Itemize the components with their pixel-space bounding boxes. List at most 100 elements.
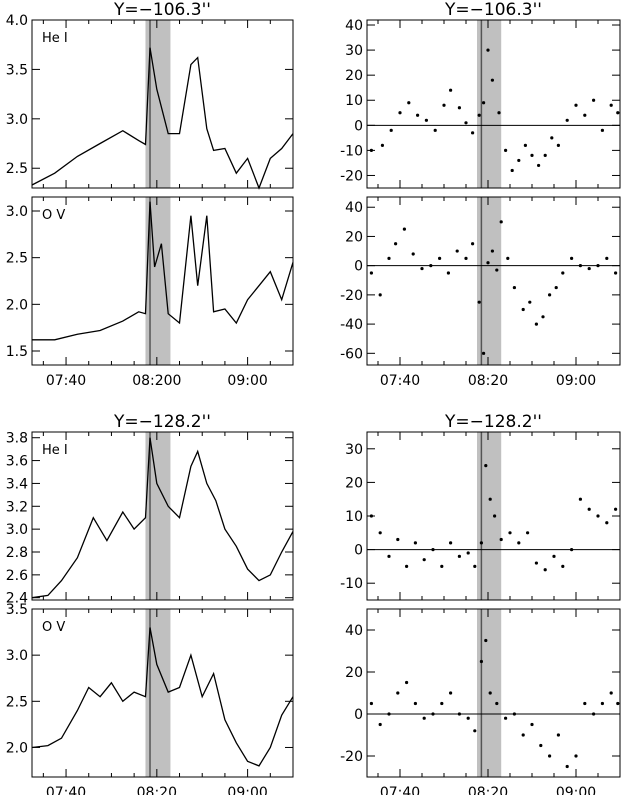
data-point bbox=[482, 351, 486, 355]
data-point bbox=[497, 111, 501, 115]
data-point bbox=[473, 564, 477, 569]
y-tick-label: -20 bbox=[340, 288, 363, 304]
data-point bbox=[369, 701, 373, 706]
data-point bbox=[488, 691, 492, 695]
data-point bbox=[570, 256, 574, 260]
y-tick-label: 0 bbox=[354, 118, 363, 134]
data-point bbox=[411, 252, 415, 256]
data-point bbox=[517, 158, 521, 163]
y-tick-label: 2.5 bbox=[6, 694, 28, 710]
data-point bbox=[378, 722, 382, 727]
data-point bbox=[466, 716, 470, 720]
y-tick-label: 20 bbox=[345, 229, 363, 245]
data-point bbox=[592, 98, 596, 102]
plot-frame bbox=[366, 19, 621, 189]
data-point bbox=[479, 659, 483, 664]
data-point bbox=[510, 168, 514, 173]
data-point bbox=[464, 256, 468, 260]
y-tick-label: 0 bbox=[354, 707, 363, 723]
data-point bbox=[482, 101, 486, 105]
data-point bbox=[416, 113, 420, 117]
shaded-interval bbox=[477, 20, 502, 188]
y-tick-label: 3.0 bbox=[6, 648, 28, 664]
y-tick-label: 3.0 bbox=[6, 112, 28, 128]
data-point bbox=[433, 128, 437, 132]
data-point bbox=[493, 514, 497, 518]
y-tick-label: 20 bbox=[345, 68, 363, 84]
y-tick-label: 3.6 bbox=[6, 454, 28, 470]
shaded-interval bbox=[477, 432, 502, 600]
data-point bbox=[616, 111, 620, 115]
panel-title: Y=−128.2'' bbox=[444, 412, 542, 432]
x-tick-label: 09:00 bbox=[556, 373, 596, 389]
panel-title: Y=−106.3'' bbox=[444, 0, 542, 20]
y-tick-label: 10 bbox=[345, 509, 363, 525]
data-point bbox=[407, 101, 411, 105]
y-tick-label: 30 bbox=[345, 43, 363, 59]
data-point bbox=[455, 249, 459, 253]
y-tick-label: 40 bbox=[345, 200, 363, 216]
data-point bbox=[442, 103, 446, 107]
data-point bbox=[457, 554, 461, 558]
data-point bbox=[449, 88, 453, 92]
data-point bbox=[552, 554, 556, 558]
data-point bbox=[438, 256, 442, 260]
data-point bbox=[471, 242, 475, 246]
y-tick-label: 40 bbox=[345, 18, 363, 34]
y-tick-label: 10 bbox=[345, 93, 363, 109]
data-point bbox=[405, 564, 409, 569]
y-tick-label: 40 bbox=[345, 623, 363, 639]
data-point bbox=[596, 264, 600, 268]
data-point bbox=[587, 507, 591, 511]
data-point bbox=[512, 285, 517, 290]
y-tick-label: 3.5 bbox=[6, 62, 28, 78]
data-point bbox=[565, 118, 569, 122]
data-point bbox=[512, 712, 517, 716]
series-line bbox=[31, 437, 294, 599]
data-point bbox=[477, 113, 481, 117]
data-point bbox=[548, 754, 552, 758]
y-tick-label: 20 bbox=[345, 475, 363, 491]
data-point bbox=[473, 729, 477, 733]
data-point bbox=[398, 111, 402, 115]
y-tick-label: 2.4 bbox=[6, 591, 28, 607]
data-point bbox=[600, 701, 605, 706]
data-point bbox=[405, 680, 409, 685]
y-tick-label: 2.5 bbox=[6, 251, 28, 267]
data-point bbox=[616, 701, 620, 706]
data-point bbox=[561, 271, 565, 275]
y-tick-label: 1.5 bbox=[6, 344, 28, 360]
y-tick-label: 2.5 bbox=[6, 161, 28, 177]
data-point bbox=[378, 531, 382, 535]
data-point bbox=[420, 266, 424, 271]
data-point bbox=[550, 136, 554, 140]
data-point bbox=[609, 691, 613, 695]
data-point bbox=[402, 227, 406, 231]
data-point bbox=[422, 558, 426, 562]
data-point bbox=[471, 131, 475, 135]
x-tick-label: 07:40 bbox=[380, 785, 420, 795]
data-point bbox=[554, 285, 558, 290]
y-tick-label: 2.0 bbox=[6, 297, 28, 313]
data-point bbox=[587, 266, 591, 271]
data-point bbox=[422, 716, 426, 720]
data-point bbox=[424, 118, 428, 122]
plot-frame bbox=[366, 196, 621, 366]
data-point bbox=[369, 271, 373, 275]
data-point bbox=[508, 531, 512, 535]
data-point bbox=[578, 497, 583, 501]
y-tick-label: 3.0 bbox=[6, 522, 28, 538]
data-point bbox=[539, 743, 543, 748]
data-point bbox=[506, 256, 510, 260]
y-tick-label: -20 bbox=[340, 749, 363, 765]
x-tick-label: 09:00 bbox=[556, 785, 596, 795]
data-point bbox=[574, 754, 578, 758]
data-point bbox=[570, 548, 574, 552]
plot-frame bbox=[366, 608, 621, 778]
series-line bbox=[32, 201, 294, 341]
plot-frame bbox=[31, 19, 294, 189]
panel-title: Y=−106.3'' bbox=[113, 0, 211, 20]
data-point bbox=[605, 256, 609, 260]
series-line bbox=[31, 47, 294, 190]
